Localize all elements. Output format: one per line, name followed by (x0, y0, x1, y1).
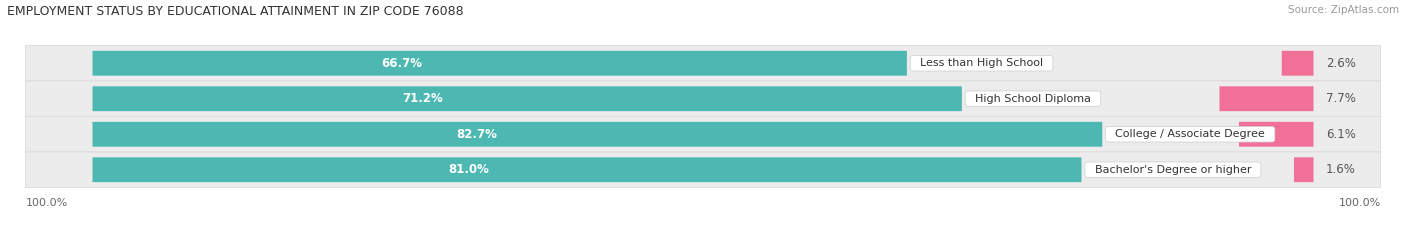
Text: 82.7%: 82.7% (456, 128, 496, 141)
FancyBboxPatch shape (1219, 86, 1313, 111)
Text: 2.6%: 2.6% (1326, 57, 1355, 70)
Text: 7.7%: 7.7% (1326, 92, 1355, 105)
Text: EMPLOYMENT STATUS BY EDUCATIONAL ATTAINMENT IN ZIP CODE 76088: EMPLOYMENT STATUS BY EDUCATIONAL ATTAINM… (7, 5, 464, 18)
FancyBboxPatch shape (25, 81, 1381, 116)
Text: Bachelor's Degree or higher: Bachelor's Degree or higher (1088, 165, 1258, 175)
Text: High School Diploma: High School Diploma (967, 94, 1098, 104)
Text: 100.0%: 100.0% (25, 198, 67, 208)
FancyBboxPatch shape (93, 157, 1081, 182)
Text: 71.2%: 71.2% (402, 92, 443, 105)
FancyBboxPatch shape (25, 45, 1381, 81)
Text: 6.1%: 6.1% (1326, 128, 1355, 141)
FancyBboxPatch shape (93, 86, 962, 111)
FancyBboxPatch shape (25, 116, 1381, 152)
FancyBboxPatch shape (93, 51, 907, 76)
Text: College / Associate Degree: College / Associate Degree (1108, 129, 1272, 139)
FancyBboxPatch shape (93, 122, 1102, 147)
Text: 81.0%: 81.0% (449, 163, 489, 176)
Text: 66.7%: 66.7% (381, 57, 422, 70)
FancyBboxPatch shape (1282, 51, 1313, 76)
Text: 1.6%: 1.6% (1326, 163, 1355, 176)
Text: Less than High School: Less than High School (912, 58, 1050, 68)
Text: 100.0%: 100.0% (1339, 198, 1381, 208)
FancyBboxPatch shape (1239, 122, 1313, 147)
FancyBboxPatch shape (1294, 157, 1313, 182)
Text: Source: ZipAtlas.com: Source: ZipAtlas.com (1288, 5, 1399, 15)
FancyBboxPatch shape (25, 152, 1381, 188)
